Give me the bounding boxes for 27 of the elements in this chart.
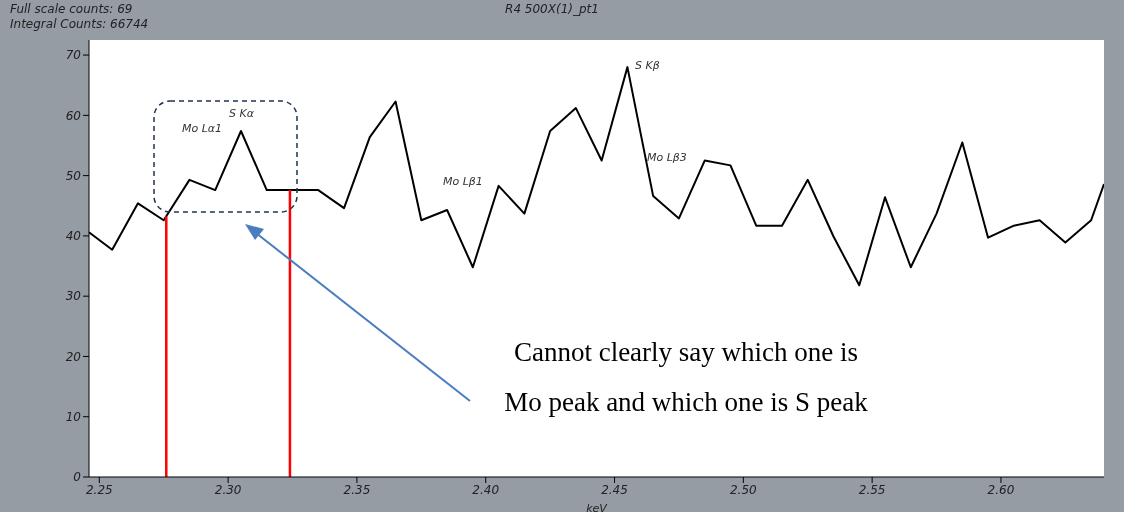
annotation: Mo Lα1 <box>182 122 223 135</box>
annotation: Cannot clearly say which one is <box>512 336 860 369</box>
y-tick-label: 30 <box>65 289 82 304</box>
text: Full scale counts: 69 <box>10 2 134 17</box>
y-tick-label: 40 <box>65 229 82 244</box>
x-tick-label: 2.55 <box>858 482 886 497</box>
text: Integral Counts: 66744 <box>10 17 149 32</box>
x-tick-label: 2.35 <box>343 482 371 497</box>
annotation: Mo peak and which one is S peak <box>503 386 869 419</box>
annotation: S Kα <box>229 107 255 120</box>
x-tick-label: 2.60 <box>987 482 1015 497</box>
x-tick-label: 2.45 <box>601 482 628 497</box>
y-tick-label: 70 <box>65 48 82 63</box>
chart-title: R4 500X(1)_pt1 <box>505 2 599 16</box>
x-axis-title: keV <box>586 502 609 512</box>
y-tick-label: 10 <box>65 409 82 424</box>
x-tick-label: 2.25 <box>85 482 113 497</box>
annotation: Mo Lβ1 <box>443 175 483 188</box>
x-tick-label: 2.50 <box>729 482 758 497</box>
annotation: Mo Lβ3 <box>647 151 687 164</box>
y-tick-label: 20 <box>65 349 82 364</box>
annotation: S Kβ <box>635 59 660 72</box>
y-tick-label: 0 <box>73 470 82 485</box>
x-tick-label: 2.30 <box>214 482 242 497</box>
x-tick-label: 2.40 <box>472 482 500 497</box>
y-tick-label: 50 <box>65 168 82 183</box>
y-tick-label: 60 <box>65 108 82 123</box>
